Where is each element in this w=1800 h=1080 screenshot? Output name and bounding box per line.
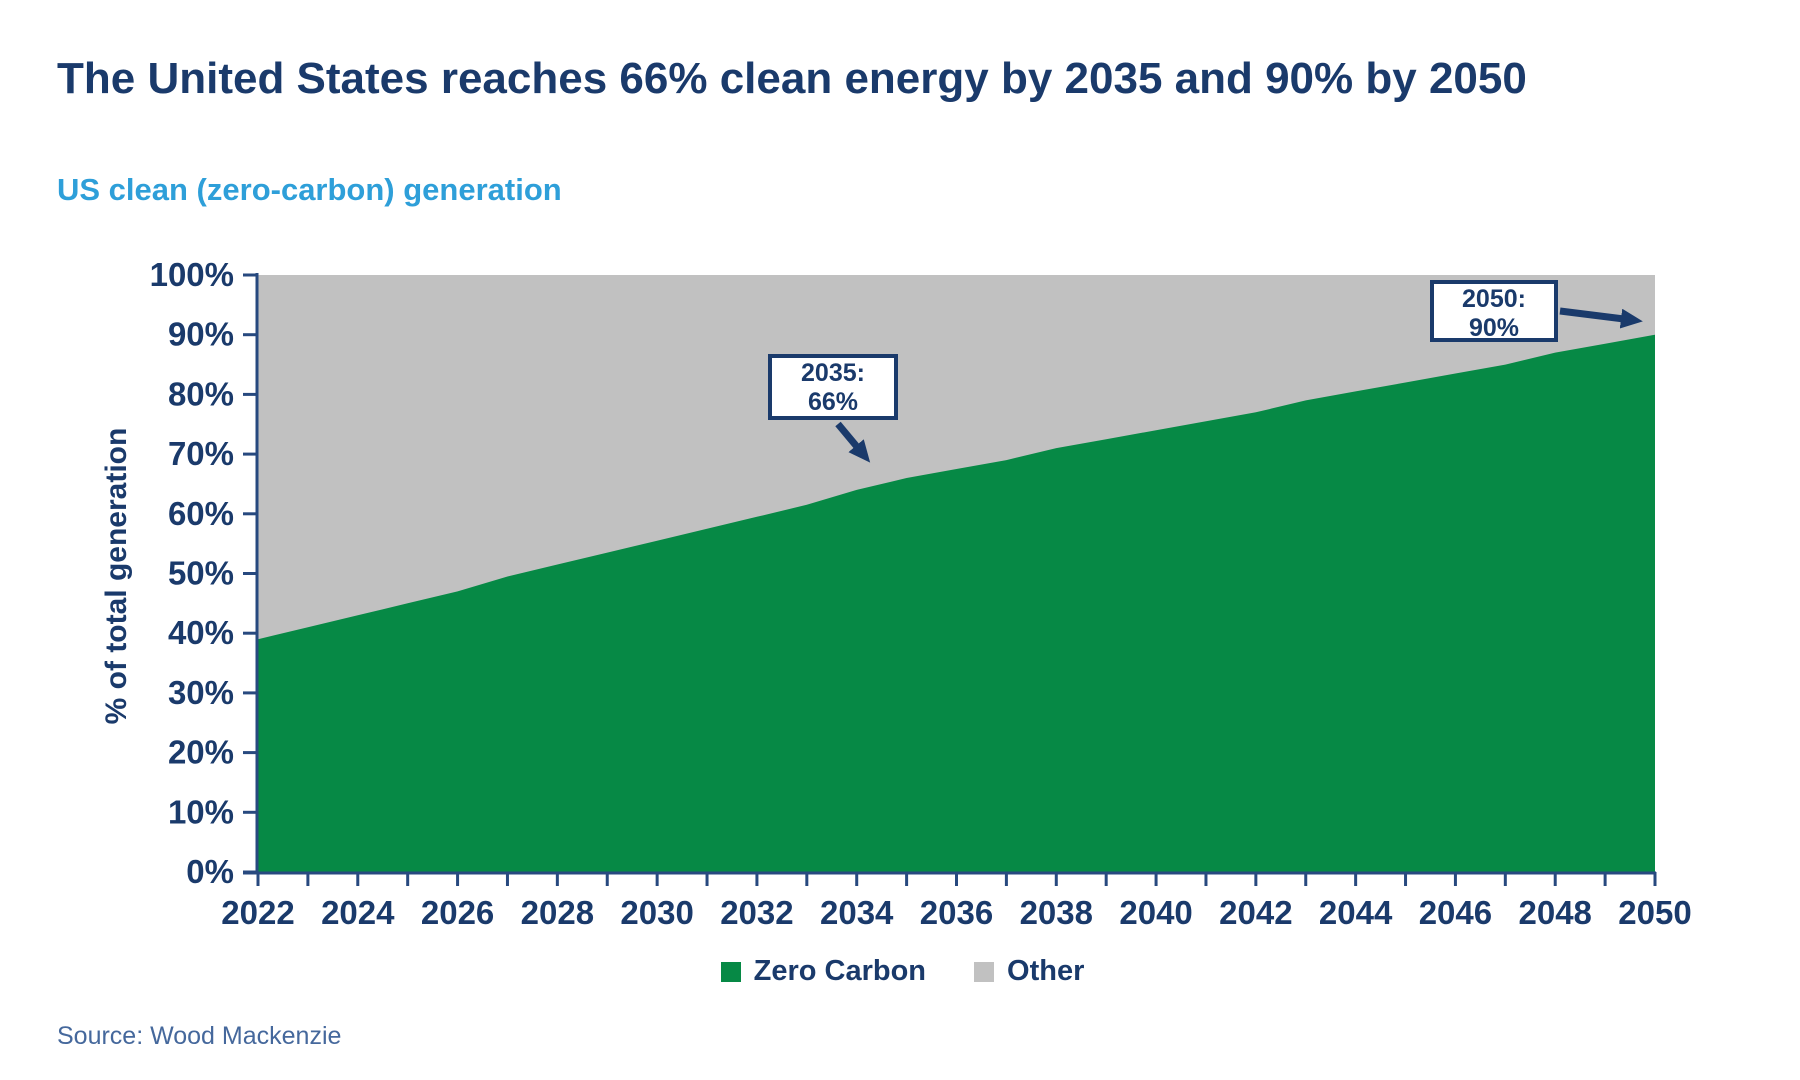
annotation-2035-year: 2035: bbox=[801, 359, 865, 387]
x-tick-label: 2044 bbox=[1319, 894, 1393, 931]
y-tick-label: 20% bbox=[168, 734, 234, 771]
x-tick-label: 2050 bbox=[1618, 894, 1691, 931]
x-tick-label: 2032 bbox=[720, 894, 793, 931]
chart-title: The United States reaches 66% clean ener… bbox=[57, 54, 1527, 103]
y-tick-label: 60% bbox=[168, 495, 234, 532]
annotation-2035-value: 66% bbox=[807, 388, 859, 416]
annotation-arrow-2050 bbox=[1559, 307, 1643, 329]
legend-item-other: Other bbox=[974, 955, 1084, 988]
x-tick-label: 2046 bbox=[1419, 894, 1492, 931]
y-tick-label: 100% bbox=[150, 256, 234, 293]
x-tick-label: 2042 bbox=[1219, 894, 1292, 931]
y-tick-label: 50% bbox=[168, 555, 234, 592]
y-tick-label: 70% bbox=[168, 435, 234, 472]
x-tick-label: 2028 bbox=[521, 894, 594, 931]
x-tick-label: 2024 bbox=[321, 894, 395, 931]
annotation-box-2035: 2035: 66% bbox=[768, 354, 898, 420]
y-tick-label: 90% bbox=[168, 316, 234, 353]
y-tick-label: 80% bbox=[168, 375, 234, 412]
annotation-arrow-2035 bbox=[835, 421, 871, 463]
y-tick-label: 0% bbox=[186, 853, 234, 890]
x-tick-label: 2040 bbox=[1119, 894, 1192, 931]
x-tick-label: 2036 bbox=[920, 894, 993, 931]
x-tick-label: 2038 bbox=[1020, 894, 1093, 931]
zero-carbon-area bbox=[258, 334, 1655, 872]
source-text: Source: Wood Mackenzie bbox=[57, 1022, 342, 1050]
legend: Zero Carbon Other bbox=[205, 955, 1600, 988]
chart-subtitle: US clean (zero-carbon) generation bbox=[57, 172, 562, 207]
y-tick-label: 10% bbox=[168, 793, 234, 830]
annotation-box-2050: 2050: 90% bbox=[1430, 280, 1558, 342]
legend-label-other: Other bbox=[1007, 955, 1085, 987]
x-tick-label: 2030 bbox=[620, 894, 693, 931]
x-tick-label: 2026 bbox=[421, 894, 494, 931]
x-tick-label: 2048 bbox=[1519, 894, 1592, 931]
annotation-2050-year: 2050: bbox=[1462, 285, 1526, 313]
y-tick-label: 30% bbox=[168, 674, 234, 711]
x-tick-label: 2034 bbox=[820, 894, 894, 931]
legend-label-zero-carbon: Zero Carbon bbox=[753, 955, 927, 987]
legend-swatch-zero-carbon bbox=[720, 961, 741, 982]
legend-item-zero-carbon: Zero Carbon bbox=[720, 955, 927, 988]
y-tick-label: 40% bbox=[168, 614, 234, 651]
annotation-2050-value: 90% bbox=[1468, 314, 1520, 342]
x-tick-label: 2022 bbox=[221, 894, 294, 931]
legend-swatch-other bbox=[974, 961, 995, 982]
